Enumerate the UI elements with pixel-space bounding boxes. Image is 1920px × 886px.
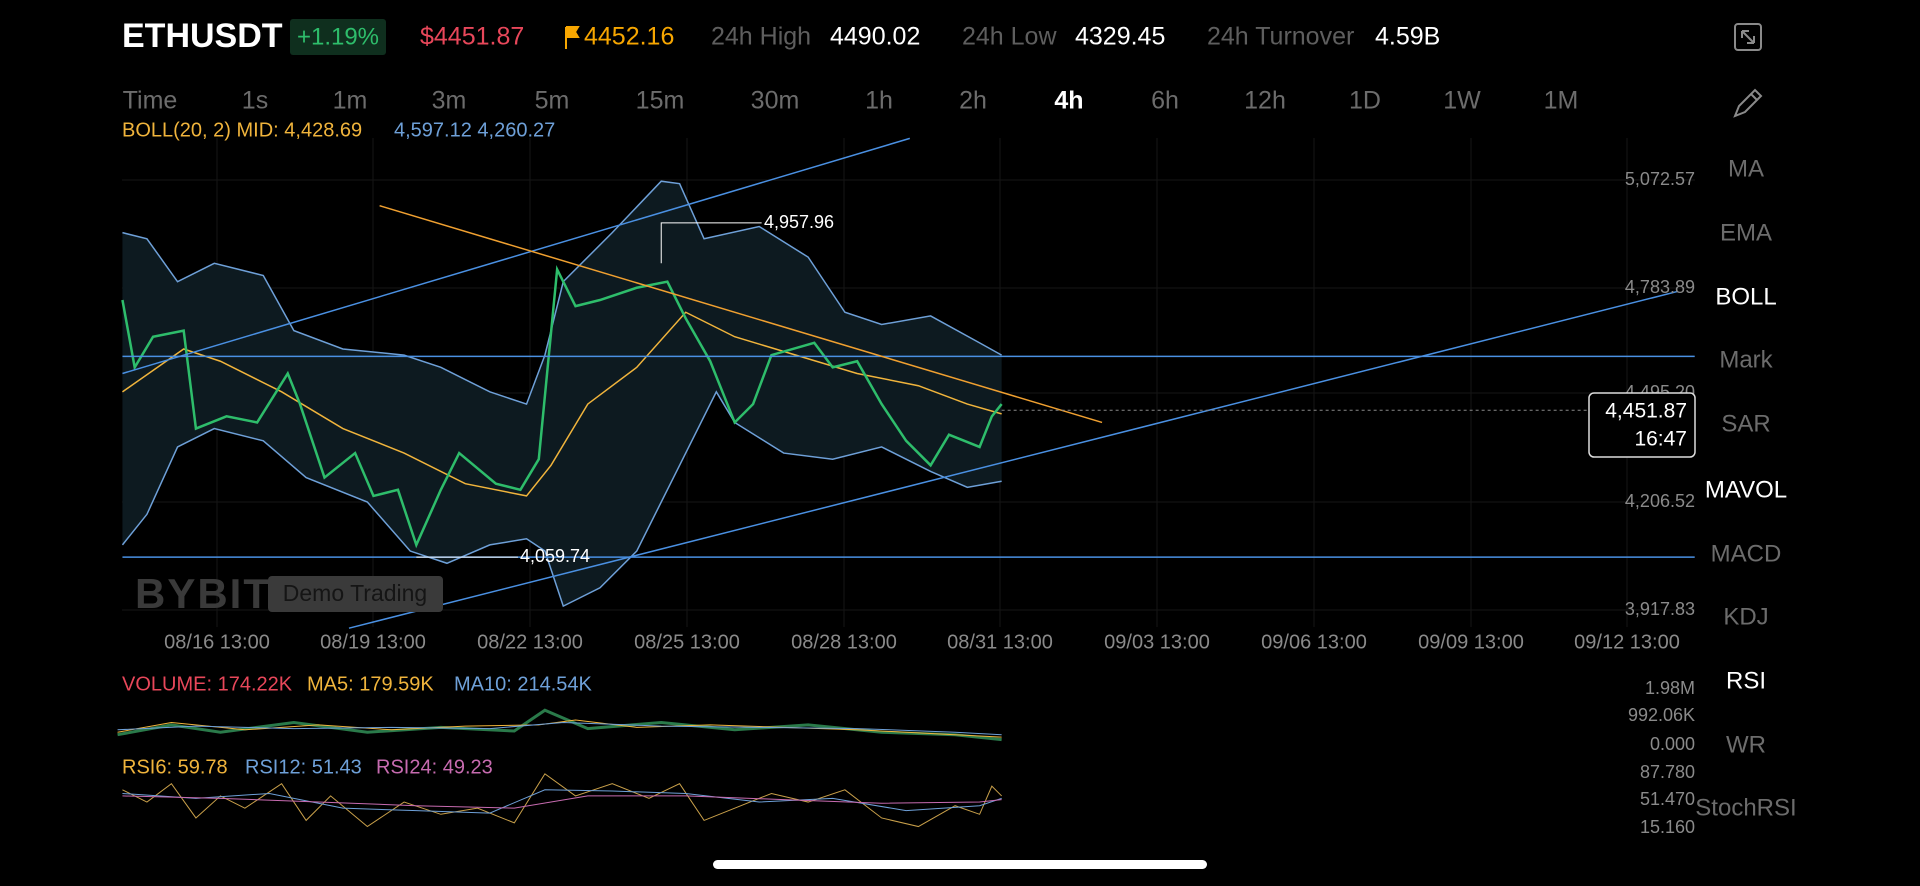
time-label: 08/22 13:00 xyxy=(477,631,583,653)
watermark-brand: BYBIT xyxy=(135,570,271,617)
rsi-legend: RSI24: 49.23 xyxy=(376,756,493,778)
mark-price: 4452.16 xyxy=(584,23,674,51)
fullscreen-icon[interactable] xyxy=(1734,23,1762,51)
home-indicator xyxy=(713,860,1207,869)
timeframe[interactable]: 15m xyxy=(636,87,685,115)
timeframe[interactable]: 1D xyxy=(1349,87,1381,115)
timeframe[interactable]: 2h xyxy=(959,87,987,115)
countdown: 16:47 xyxy=(1634,428,1687,451)
time-label: 08/19 13:00 xyxy=(320,631,426,653)
price-label: 3,917.83 xyxy=(1625,599,1695,619)
draw-tool-icon[interactable] xyxy=(1733,88,1763,118)
stat-label: 24h Turnover xyxy=(1207,23,1354,51)
time-label: 09/06 13:00 xyxy=(1261,631,1367,653)
rsi24-line xyxy=(122,796,1001,808)
rsi-legend: RSI6: 59.78 xyxy=(122,756,228,778)
price-label: 4,206.52 xyxy=(1625,491,1695,511)
price-path xyxy=(122,269,1001,545)
boll-lower xyxy=(122,392,1001,606)
rsi-legend: RSI12: 51.43 xyxy=(245,756,362,778)
rsi6-line xyxy=(122,774,1001,827)
trend-line xyxy=(122,138,909,373)
mark-flag xyxy=(565,26,580,49)
price-chart xyxy=(118,138,1695,826)
boll-upper xyxy=(122,181,1001,404)
boll-bands: 4,597.12 4,260.27 xyxy=(394,119,555,141)
time-label: 09/12 13:00 xyxy=(1574,631,1680,653)
change: +1.19% xyxy=(297,23,379,50)
demo-badge xyxy=(268,576,443,612)
low-annotation: 4,059.74 xyxy=(520,546,590,566)
indicator[interactable]: RSI xyxy=(1726,667,1766,694)
indicator[interactable]: Mark xyxy=(1719,346,1773,373)
last-price: $4451.87 xyxy=(420,23,524,51)
timeframe[interactable]: 6h xyxy=(1151,87,1179,115)
volume-legend: MA10: 214.54K xyxy=(454,673,593,695)
price-label: 5,072.57 xyxy=(1625,169,1695,189)
rsi-axis-label: 15.160 xyxy=(1640,817,1695,837)
volume-axis-label: 992.06K xyxy=(1628,705,1695,725)
timeframe[interactable]: 1W xyxy=(1443,87,1481,115)
stat-label: 24h Low xyxy=(962,23,1057,51)
timeframe[interactable]: 5m xyxy=(535,87,570,115)
demo-mode: Demo Trading xyxy=(283,580,427,606)
volume-legend: MA5: 179.59K xyxy=(307,673,434,695)
time-label: 08/16 13:00 xyxy=(164,631,270,653)
indicator[interactable]: MA xyxy=(1728,155,1764,182)
stat-value: 4.59B xyxy=(1375,23,1440,51)
trend-line xyxy=(380,206,1102,423)
indicator[interactable]: StochRSI xyxy=(1695,794,1796,821)
timeframe[interactable]: 12h xyxy=(1244,87,1286,115)
indicator[interactable]: EMA xyxy=(1720,219,1772,246)
timeframe[interactable]: 1h xyxy=(865,87,893,115)
indicator[interactable]: KDJ xyxy=(1723,603,1768,630)
stat-value: 4490.02 xyxy=(830,23,920,51)
volume-legend: VOLUME: 174.22K xyxy=(122,673,293,695)
current-price-badge xyxy=(1588,392,1696,458)
volume-axis-label: 0.000 xyxy=(1650,734,1695,754)
indicator[interactable]: MAVOL xyxy=(1705,476,1787,503)
rsi-axis-label: 87.780 xyxy=(1640,762,1695,782)
indicator[interactable]: BOLL xyxy=(1715,283,1776,310)
stat-value: 4329.45 xyxy=(1075,23,1165,51)
boll-mid-line xyxy=(122,312,1001,496)
time-label: 08/25 13:00 xyxy=(634,631,740,653)
price-label: 4,783.89 xyxy=(1625,277,1695,297)
timeframe[interactable]: Time xyxy=(123,87,178,115)
timeframe[interactable]: 3m xyxy=(432,87,467,115)
time-label: 08/31 13:00 xyxy=(947,631,1053,653)
volume-ma10 xyxy=(118,722,1002,734)
timeframe[interactable]: 30m xyxy=(751,87,800,115)
rsi12-line xyxy=(122,790,1001,813)
time-label: 09/09 13:00 xyxy=(1418,631,1524,653)
indicator[interactable]: SAR xyxy=(1721,410,1770,437)
timeframe[interactable]: 4h xyxy=(1054,87,1083,115)
rsi-axis-label: 51.470 xyxy=(1640,789,1695,809)
timeframe[interactable]: 1m xyxy=(333,87,368,115)
volume-axis-label: 1.98M xyxy=(1645,678,1695,698)
volume-ma5 xyxy=(118,720,1002,737)
indicator[interactable]: WR xyxy=(1726,731,1766,758)
time-label: 08/28 13:00 xyxy=(791,631,897,653)
timeframe[interactable]: 1M xyxy=(1544,87,1579,115)
indicator[interactable]: MACD xyxy=(1711,540,1782,567)
stat-label: 24h High xyxy=(711,23,811,51)
boll-fill xyxy=(122,181,1002,607)
boll-mid: BOLL(20, 2) MID: 4,428.69 xyxy=(122,119,362,141)
current-price: 4,451.87 xyxy=(1605,400,1687,423)
time-label: 09/03 13:00 xyxy=(1104,631,1210,653)
symbol[interactable]: ETHUSDT xyxy=(122,17,283,55)
change-badge xyxy=(290,19,386,55)
high-marker xyxy=(661,223,761,263)
timeframe[interactable]: 1s xyxy=(242,87,268,115)
high-annotation: 4,957.96 xyxy=(764,212,834,232)
trend-line xyxy=(349,291,1678,628)
